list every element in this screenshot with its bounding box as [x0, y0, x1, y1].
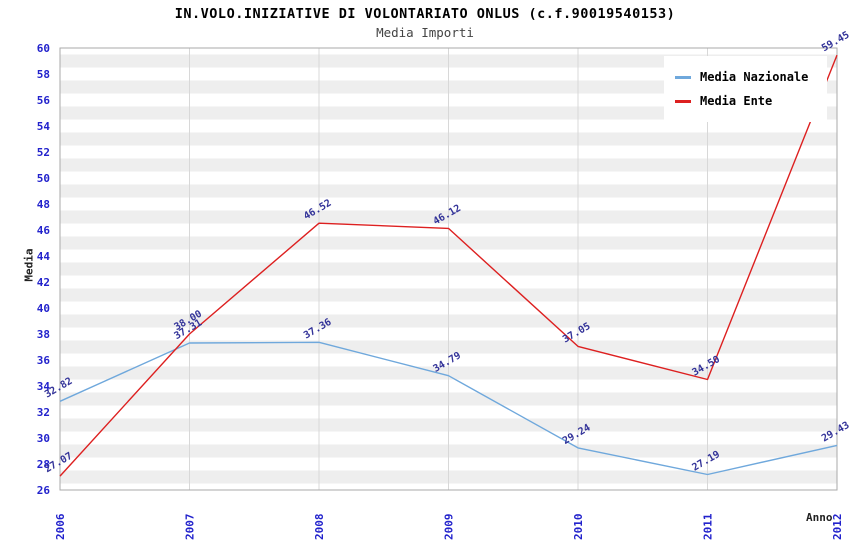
svg-text:2009: 2009 — [443, 514, 456, 541]
svg-text:2006: 2006 — [54, 513, 67, 540]
svg-text:56: 56 — [37, 94, 51, 107]
svg-text:46: 46 — [37, 224, 51, 237]
media-ente-line-swatch — [675, 99, 691, 103]
svg-text:48: 48 — [37, 198, 50, 211]
svg-text:2010: 2010 — [572, 514, 585, 541]
svg-text:2011: 2011 — [702, 513, 715, 540]
svg-text:30: 30 — [37, 432, 50, 445]
svg-text:44: 44 — [37, 250, 51, 263]
svg-text:58: 58 — [37, 68, 50, 81]
svg-text:2012: 2012 — [831, 514, 844, 541]
svg-text:52: 52 — [37, 146, 50, 159]
svg-text:38: 38 — [37, 328, 50, 341]
chart-subtitle: Media Importi — [376, 25, 474, 40]
svg-text:2008: 2008 — [313, 514, 326, 541]
legend-item-media-ente: Media Ente — [675, 89, 815, 113]
legend-label-media-ente: Media Ente — [700, 94, 773, 108]
svg-text:28: 28 — [37, 458, 50, 471]
svg-text:26: 26 — [37, 484, 51, 497]
media-nazionale-line-swatch — [675, 75, 691, 79]
svg-text:59.45: 59.45 — [820, 30, 850, 55]
svg-text:36: 36 — [37, 354, 51, 367]
chart-title: IN.VOLO.INIZIATIVE DI VOLONTARIATO ONLUS… — [174, 6, 676, 22]
svg-text:2007: 2007 — [184, 514, 197, 541]
svg-text:42: 42 — [37, 276, 50, 289]
svg-text:40: 40 — [37, 302, 50, 315]
svg-text:50: 50 — [37, 172, 50, 185]
y-axis-title: Media — [22, 248, 36, 282]
legend-item-media-nazionale: Media Nazionale — [675, 65, 815, 89]
x-axis-title: Anno — [806, 511, 833, 524]
legend-label-media-nazionale: Media Nazionale — [700, 70, 809, 84]
svg-text:34: 34 — [37, 380, 51, 393]
svg-text:32: 32 — [37, 406, 50, 419]
svg-text:60: 60 — [37, 42, 50, 55]
svg-text:54: 54 — [37, 120, 51, 133]
legend: Media Nazionale Media Ente — [664, 56, 827, 122]
